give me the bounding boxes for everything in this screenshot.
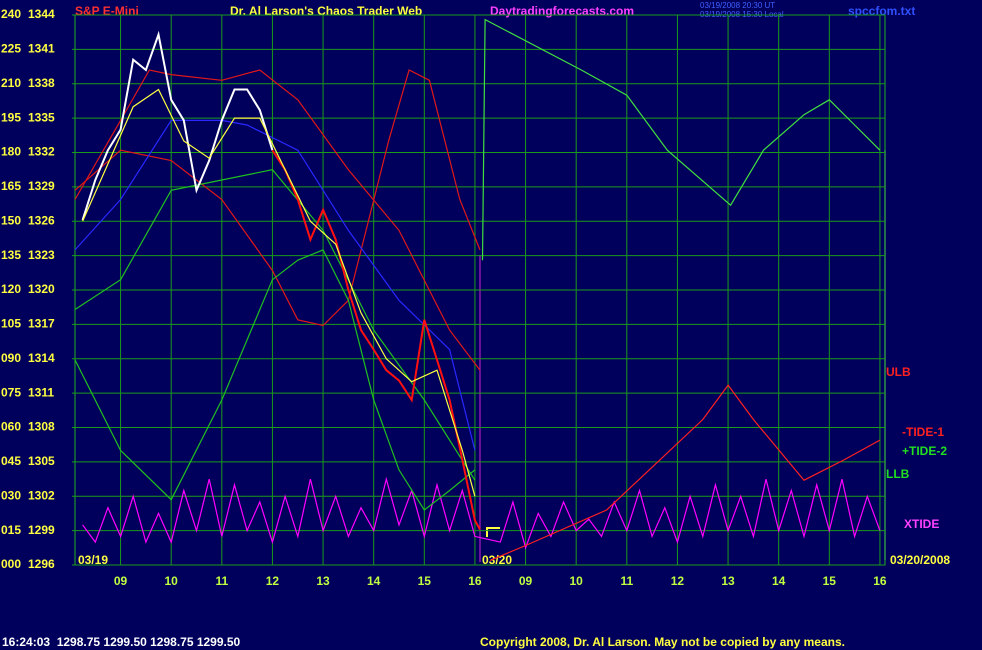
series-line — [74, 169, 476, 481]
y-tick-label: 1317 — [28, 317, 55, 331]
x-tick-label: 12 — [266, 574, 280, 588]
x-tick-label: 11 — [215, 574, 228, 588]
series-line — [81, 30, 274, 221]
x-tick-label: 14 — [772, 574, 786, 588]
series-line — [82, 476, 881, 550]
y2-tick-label: 225 — [1, 42, 21, 56]
x-tick-label: 13 — [316, 574, 330, 588]
y-tick-label: 1344 — [28, 7, 55, 21]
y-tick-label: 1329 — [28, 179, 55, 193]
x-tick-label: 10 — [570, 574, 584, 588]
y-tick-label: 1335 — [28, 110, 55, 124]
series-line — [82, 88, 476, 497]
date-label: 03/20 — [482, 553, 512, 567]
series-line — [489, 384, 881, 561]
y-tick-label: 1338 — [28, 76, 55, 90]
y-tick-label: 1341 — [28, 42, 55, 56]
y-tick-label: 1323 — [28, 248, 55, 262]
filename: spccfom.txt — [848, 4, 915, 18]
y2-tick-label: 135 — [1, 248, 21, 262]
annotation: ULB — [886, 365, 911, 379]
x-tick-label: 16 — [468, 574, 482, 588]
copyright: Copyright 2008, Dr. Al Larson. May not b… — [480, 635, 845, 649]
y2-tick-label: 150 — [1, 213, 21, 227]
y2-tick-label: 030 — [1, 488, 21, 502]
series-line — [74, 69, 481, 327]
x-tick-label: 14 — [367, 574, 381, 588]
y2-tick-label: 090 — [1, 351, 21, 365]
y2-tick-label: 120 — [1, 282, 21, 296]
x-tick-label: 12 — [671, 574, 685, 588]
annotation: +TIDE-2 — [902, 444, 947, 458]
y2-tick-label: 165 — [1, 179, 21, 193]
series-line — [74, 69, 481, 371]
date-label: 03/20/2008 — [890, 553, 950, 567]
y-tick-label: 1296 — [28, 557, 55, 571]
y2-tick-label: 075 — [1, 385, 21, 399]
chart-title: Dr. Al Larson's Chaos Trader Web — [230, 4, 422, 18]
x-tick-label: 15 — [823, 574, 837, 588]
timestamp: 03/19/2008 20:30 UT — [700, 1, 775, 10]
series-line — [481, 18, 881, 261]
y-tick-label: 1332 — [28, 145, 55, 159]
x-tick-label: 13 — [721, 574, 735, 588]
y2-tick-label: 060 — [1, 420, 21, 434]
series-layer: 1296129913021305130813111314131713201323… — [1, 7, 947, 588]
y2-tick-label: 045 — [1, 454, 21, 468]
x-tick-label: 11 — [620, 574, 633, 588]
series-line — [74, 249, 476, 511]
date-label: 03/19 — [78, 553, 108, 567]
series-line — [271, 149, 481, 530]
y-tick-label: 1302 — [28, 488, 55, 502]
y2-tick-label: 105 — [1, 317, 21, 331]
y-tick-label: 1299 — [28, 523, 55, 537]
quote: 16:24:03 1298.75 1299.50 1298.75 1299.50 — [2, 635, 241, 649]
x-tick-label: 09 — [114, 574, 128, 588]
annotation: LLB — [886, 467, 910, 481]
y2-tick-label: 240 — [1, 7, 21, 21]
annotation: XTIDE — [904, 517, 939, 531]
website: Daytradingforecasts.com — [490, 4, 634, 18]
y2-tick-label: 195 — [1, 110, 21, 124]
y-tick-label: 1311 — [28, 385, 54, 399]
annotation: -TIDE-1 — [902, 425, 944, 439]
x-tick-label: 16 — [873, 574, 887, 588]
y2-tick-label: 210 — [1, 76, 21, 90]
x-tick-label: 09 — [519, 574, 533, 588]
marker — [486, 527, 500, 537]
y-tick-label: 1305 — [28, 454, 55, 468]
symbol: S&P E-Mini — [75, 4, 139, 18]
y2-tick-label: 015 — [1, 523, 21, 537]
x-tick-label: 15 — [418, 574, 432, 588]
y-tick-label: 1314 — [28, 351, 55, 365]
y-tick-label: 1326 — [28, 213, 55, 227]
x-tick-label: 10 — [165, 574, 179, 588]
y-tick-label: 1308 — [28, 420, 55, 434]
y2-tick-label: 180 — [1, 145, 21, 159]
y2-tick-label: 000 — [1, 557, 21, 571]
y-tick-label: 1320 — [28, 282, 55, 296]
